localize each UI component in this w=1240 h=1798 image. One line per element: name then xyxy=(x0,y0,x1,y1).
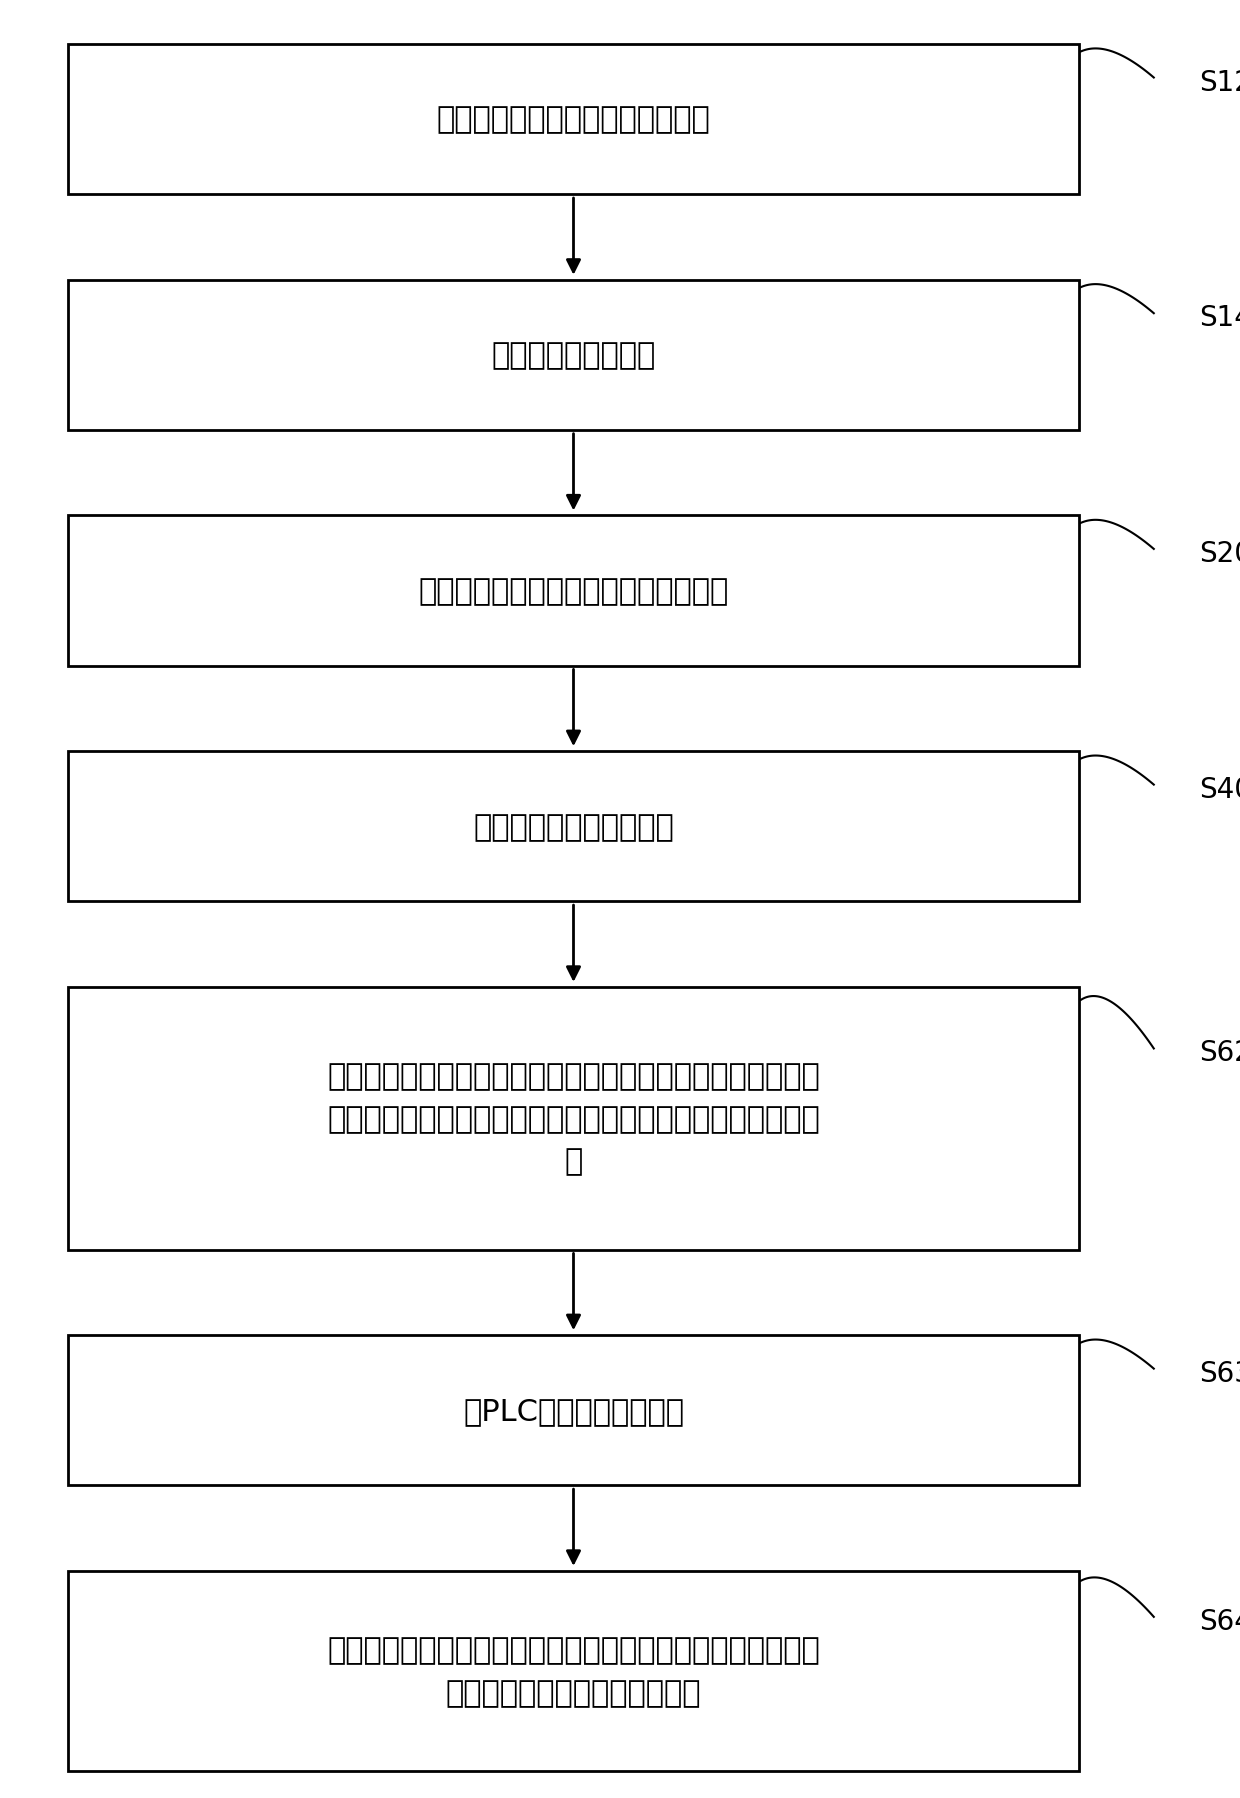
Text: S120: S120 xyxy=(1199,68,1240,97)
Text: 根据预设转换条件，修改预设文本化编程变量的赋值，调用动
作限制功能块在文本编程语言中实现顺序功能图的步动作的功
能: 根据预设转换条件，修改预设文本化编程变量的赋值，调用动 作限制功能块在文本编程语… xyxy=(327,1061,820,1176)
Text: 获取预设顺序功能图的动作限制功能块: 获取预设顺序功能图的动作限制功能块 xyxy=(418,577,729,606)
Bar xyxy=(68,45,1079,194)
Bar xyxy=(68,1571,1079,1771)
Text: S630: S630 xyxy=(1199,1359,1240,1386)
Text: S620: S620 xyxy=(1199,1039,1240,1066)
Text: 根据预设转换条件，修改预设文本化编程变量的赋值实现顺序
功能图的有向连线与转换的功能: 根据预设转换条件，修改预设文本化编程变量的赋值实现顺序 功能图的有向连线与转换的… xyxy=(327,1634,820,1706)
Text: S200: S200 xyxy=(1199,539,1240,568)
Text: 创建顺序功能图的动作限制功能块: 创建顺序功能图的动作限制功能块 xyxy=(436,106,711,135)
Bar xyxy=(68,516,1079,667)
Text: S400: S400 xyxy=(1199,775,1240,804)
Text: S140: S140 xyxy=(1199,304,1240,333)
Bar xyxy=(68,987,1079,1250)
Bar xyxy=(68,280,1079,430)
Text: 创建文本化编程变量: 创建文本化编程变量 xyxy=(491,342,656,370)
Bar xyxy=(68,752,1079,903)
Text: S640: S640 xyxy=(1199,1607,1240,1634)
Bar xyxy=(68,1336,1079,1485)
Text: 对PLC中内置定时器复位: 对PLC中内置定时器复位 xyxy=(463,1395,684,1424)
Text: 获取预设文本化编程变量: 获取预设文本化编程变量 xyxy=(474,813,673,841)
